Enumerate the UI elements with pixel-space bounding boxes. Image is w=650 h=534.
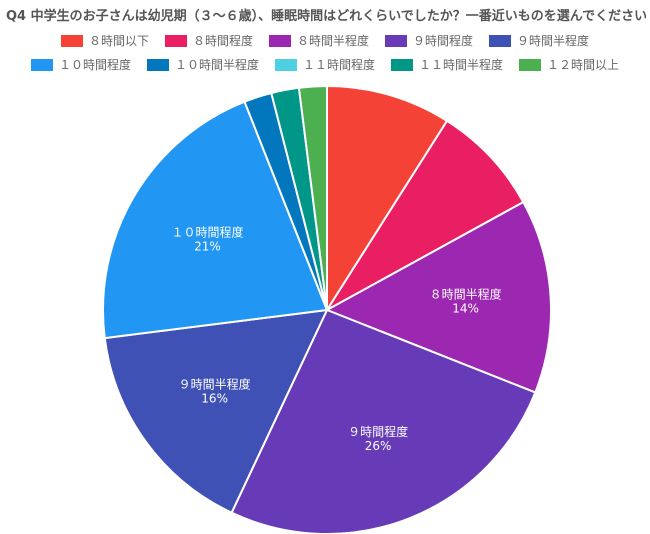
legend-swatch [489,35,512,47]
legend-label: ８時間程度 [192,34,253,48]
legend-label: １０時間半程度 [174,58,259,72]
legend-item[interactable]: ９時間半程度 [489,33,589,49]
legend-label: ９時間程度 [413,34,474,48]
slice-label: １０時間程度 21% [171,224,243,253]
pie-slice[interactable] [326,119,525,311]
chart-legend: ８時間以下 ８時間程度 ８時間半程度 ９時間程度 ９時間半程度 １０時間程度 １０時間半程度… [0,33,650,73]
legend-swatch [30,59,53,71]
legend-swatch [60,35,83,47]
pie-slice[interactable] [103,308,329,515]
chart-title: Q4 中学生のお子さんは幼児期（３〜６歳）、睡眠時間はどれくらいでしたか？一番近… [6,9,646,24]
legend-swatch [274,59,297,71]
legend-item[interactable]: １０時間半程度 [146,57,259,73]
pie-slice[interactable] [102,100,329,340]
legend-label: ８時間以下 [88,34,149,48]
legend-swatch [146,59,169,71]
pie-slice[interactable] [230,308,537,534]
legend-item[interactable]: ９時間程度 [385,33,473,49]
legend-item[interactable]: ８時間以下 [60,33,149,49]
legend-item[interactable]: １０時間程度 [30,57,131,73]
legend-item[interactable]: １１時間半程度 [391,57,503,73]
legend-swatch [164,35,187,47]
legend-label: １２時間以上 [547,58,620,72]
legend-label: １０時間程度 [58,58,131,72]
legend-swatch [385,35,407,47]
legend-label: ９時間半程度 [517,34,590,48]
legend-item[interactable]: １１時間程度 [274,57,375,73]
legend-item[interactable]: ８時間半程度 [268,33,369,49]
pie-slice[interactable] [297,84,328,311]
slice-label: ８時間半程度 14% [430,286,502,315]
slice-label: ９時間半程度 16% [179,377,251,406]
legend-swatch [268,35,291,47]
legend-item[interactable]: ８時間程度 [164,33,253,49]
pie-slice[interactable] [324,200,552,394]
legend-label: １１時間半程度 [419,58,504,72]
legend-label: １１時間程度 [302,58,375,72]
legend-swatch [519,59,542,71]
legend-label: ８時間半程度 [296,34,369,48]
legend-swatch [391,59,413,71]
legend-item[interactable]: １２時間以上 [519,57,619,73]
pie-slice[interactable] [326,84,449,314]
slice-label: ９時間程度 26% [348,424,408,453]
